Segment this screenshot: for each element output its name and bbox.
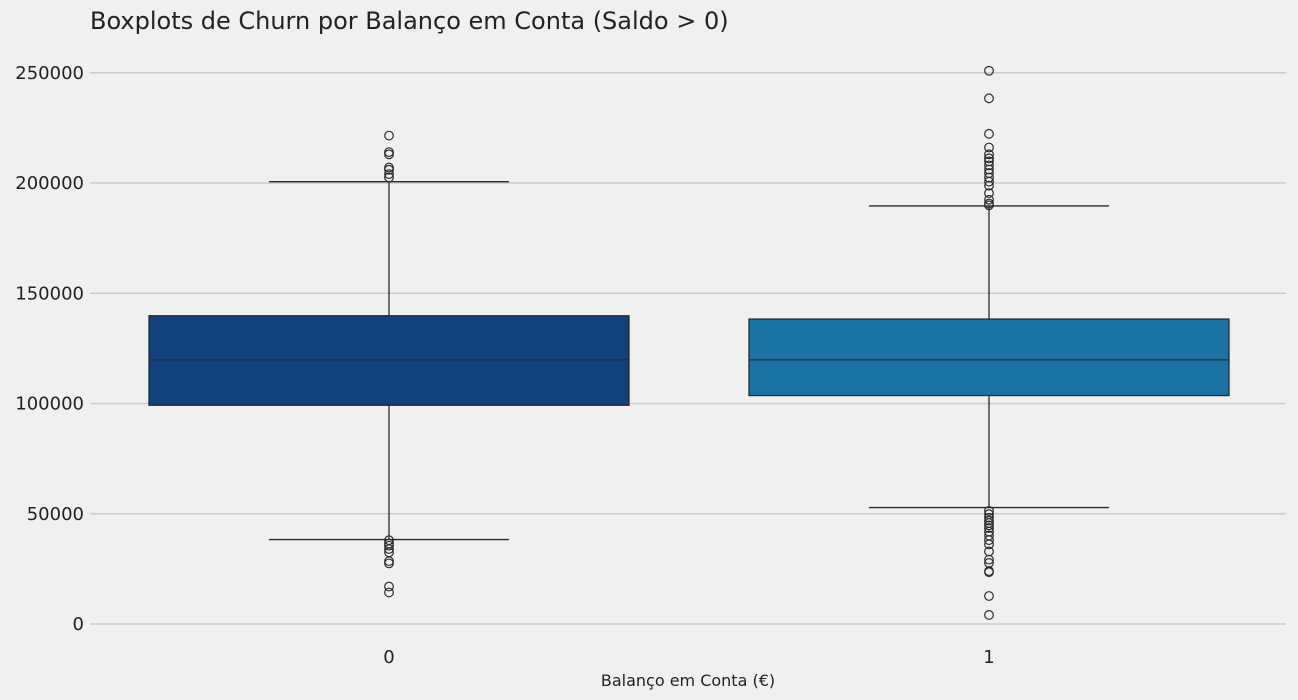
outlier-point	[984, 176, 994, 187]
outlier-point	[384, 164, 394, 175]
outlier-point	[384, 172, 394, 183]
outlier-point	[984, 523, 994, 533]
iqr-box	[748, 318, 1230, 397]
outlier-point	[384, 587, 394, 598]
outlier-point	[984, 520, 994, 531]
y-tick-label: 100000	[15, 394, 84, 415]
outlier-point	[384, 540, 394, 551]
outlier-point	[984, 539, 994, 550]
outlier-point	[984, 188, 994, 199]
outlier-point	[384, 130, 394, 141]
outlier-point	[984, 554, 994, 565]
outlier-point	[984, 93, 994, 104]
outlier-point	[984, 505, 994, 516]
outlier-point	[984, 200, 994, 211]
outlier-point	[384, 544, 394, 554]
y-tick-label: 50000	[27, 504, 84, 525]
outlier-point	[984, 591, 994, 601]
outlier-point	[984, 149, 994, 160]
outlier-point	[984, 610, 994, 620]
y-tick-label: 150000	[15, 283, 84, 304]
y-tick-label: 200000	[15, 173, 84, 194]
outlier-point	[384, 581, 394, 592]
y-tick-label: 0	[73, 614, 84, 635]
outlier-point	[984, 567, 994, 578]
outlier-point	[984, 194, 994, 205]
outlier-point	[984, 160, 994, 171]
outlier-point	[984, 515, 994, 526]
box-group-0	[148, 130, 630, 598]
y-tick-label: 250000	[15, 63, 84, 84]
y-tick-labels: 0 50000 100000 150000 200000 250000	[15, 63, 84, 635]
outlier-point	[984, 142, 994, 153]
outlier-point	[984, 180, 994, 191]
outlier-point	[984, 512, 994, 523]
x-axis-label: Balanço em Conta (€)	[601, 671, 775, 690]
outlier-point	[984, 128, 994, 139]
box-group-1	[748, 65, 1230, 620]
outlier-point	[984, 164, 994, 175]
iqr-box	[148, 315, 630, 406]
outlier-point	[384, 558, 394, 569]
x-tick-label: 0	[383, 647, 394, 668]
outlier-point	[384, 169, 394, 180]
outlier-point	[984, 65, 994, 76]
x-tick-label: 1	[983, 647, 994, 668]
outlier-point	[384, 149, 394, 160]
chart-title: Boxplots de Churn por Balanço em Conta (…	[90, 7, 729, 35]
box-layer	[148, 65, 1230, 620]
outlier-point	[984, 535, 994, 546]
outlier-point	[984, 153, 994, 164]
